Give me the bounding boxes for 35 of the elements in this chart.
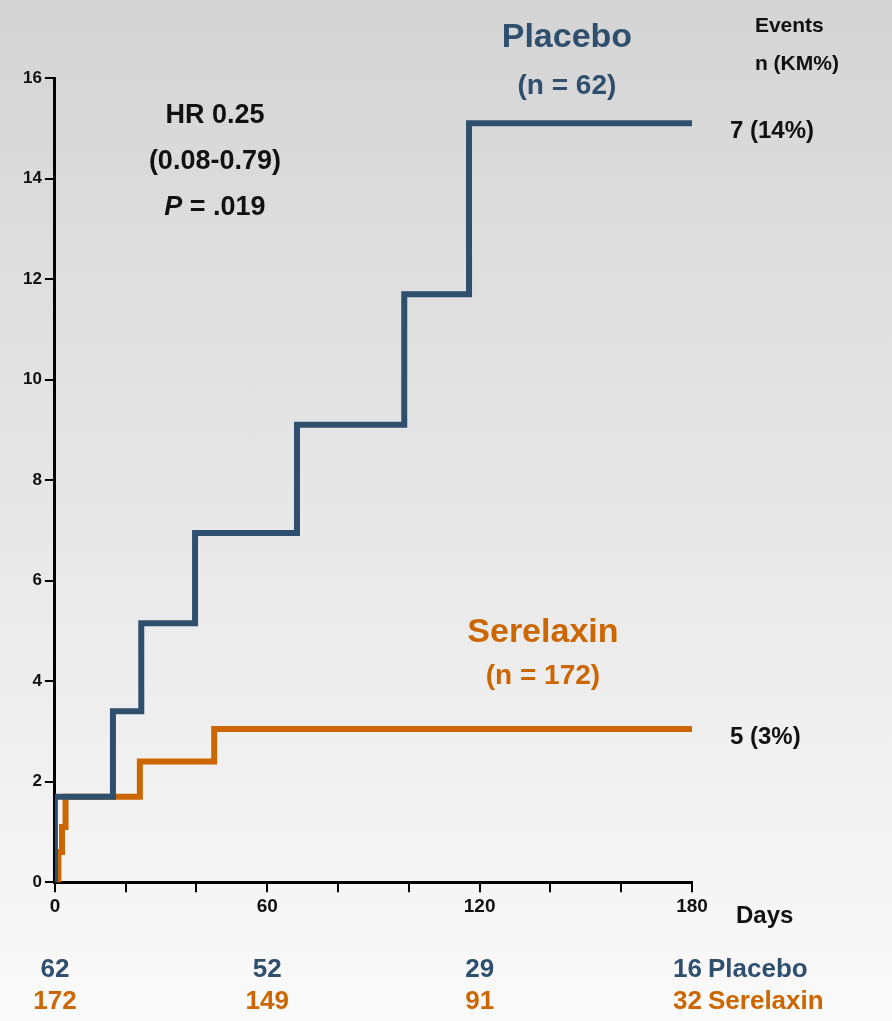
text: 32 — [673, 985, 702, 1016]
y-tick-label: 6 — [32, 570, 42, 590]
annotation: 5 (3%) — [730, 721, 801, 749]
annotation: P = .019 — [164, 191, 266, 222]
y-tick-label: 0 — [32, 871, 42, 891]
text: 29 — [465, 953, 495, 984]
annotation: (0.08-0.79) — [148, 145, 281, 176]
annotation: HR 0.25 — [165, 99, 265, 130]
text: 16 — [673, 953, 702, 984]
x-tick-label: 60 — [256, 894, 278, 916]
text: Events — [754, 12, 824, 36]
y-tick-label: 14 — [22, 168, 43, 188]
text: 172 — [33, 985, 77, 1016]
y-tick-label: 2 — [32, 771, 42, 791]
y-tick-label: 8 — [32, 469, 42, 489]
text: 52 — [252, 953, 282, 984]
x-axis-title: Days — [736, 900, 794, 928]
text: 62 — [40, 953, 70, 984]
annotation: (n = 62) — [517, 68, 617, 100]
text: Placebo — [501, 16, 633, 55]
y-tick-label: 10 — [22, 369, 42, 389]
text: Placebo — [708, 953, 808, 984]
text: Serelaxin — [708, 985, 824, 1016]
x-tick-label: 120 — [463, 894, 496, 916]
annotation: (n = 172) — [485, 658, 601, 690]
text: Serelaxin — [467, 611, 619, 650]
y-tick-label: 16 — [22, 67, 42, 87]
y-tick-label: 12 — [22, 268, 42, 288]
text: 149 — [245, 985, 289, 1016]
text: n (KM%) — [754, 50, 839, 74]
annotation: 7 (14%) — [730, 115, 815, 143]
x-tick-label: 180 — [676, 894, 708, 916]
x-tick-label: 0 — [49, 894, 61, 916]
y-tick-label: 4 — [32, 670, 43, 690]
text: 91 — [465, 985, 495, 1016]
